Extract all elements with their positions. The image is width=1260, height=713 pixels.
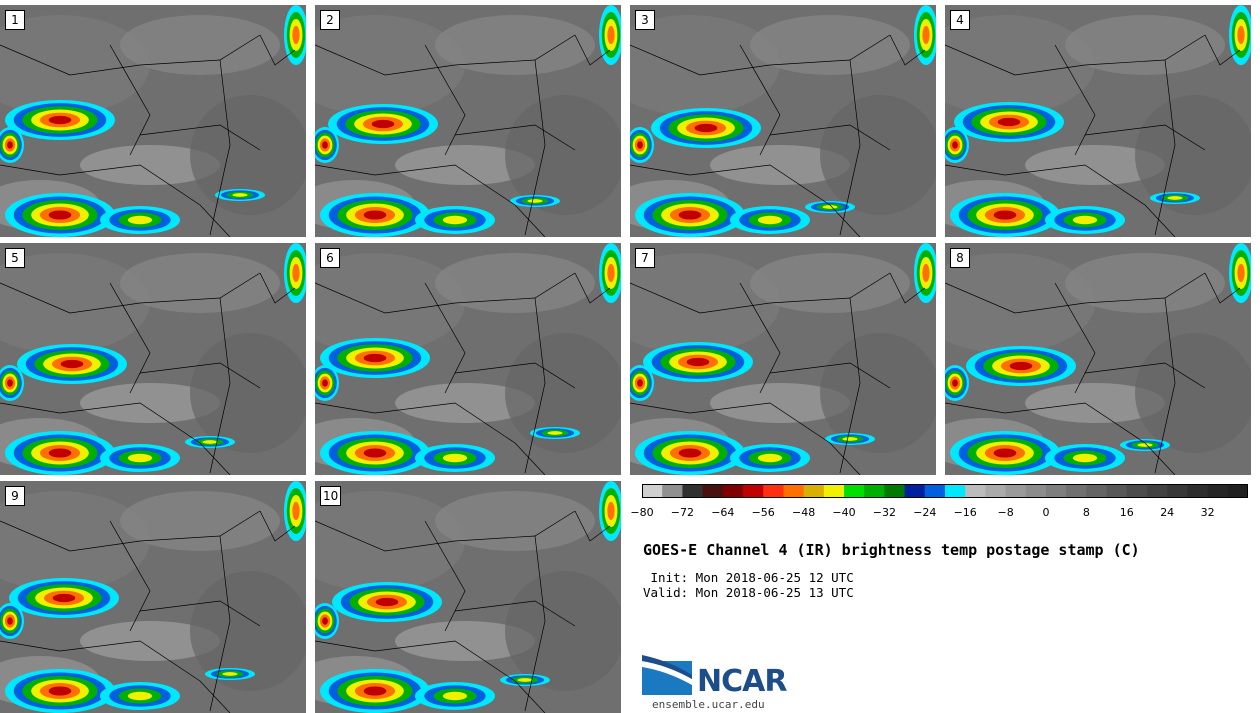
- colorbar-segment: [642, 484, 663, 498]
- satellite-map: [945, 5, 1251, 237]
- panel-number-label: 5: [5, 248, 25, 268]
- satellite-map: [315, 243, 621, 475]
- colorbar-tick-label: 16: [1119, 506, 1134, 519]
- valid-time: Valid: Mon 2018-06-25 13 UTC: [643, 585, 854, 600]
- colorbar-segment: [844, 484, 865, 498]
- colorbar-segment: [662, 484, 683, 498]
- satellite-map: [0, 481, 306, 713]
- colorbar-segment: [1227, 484, 1248, 498]
- page-title: GOES-E Channel 4 (IR) brightness temp po…: [643, 541, 1140, 559]
- colorbar-segment: [1167, 484, 1188, 498]
- satellite-map: [315, 481, 621, 713]
- colorbar-segment: [823, 484, 845, 498]
- panel-number-label: 2: [320, 10, 340, 30]
- panel-number-label: 7: [635, 248, 655, 268]
- postage-stamp-panel: 8: [945, 243, 1251, 475]
- postage-stamp-panel: 5: [0, 243, 306, 475]
- colorbar-tick-label: −48: [791, 506, 816, 519]
- panel-number-label: 3: [635, 10, 655, 30]
- postage-stamp-panel: 9: [0, 481, 306, 713]
- colorbar-segment: [1066, 484, 1087, 498]
- colorbar-tick-label: 0: [1042, 506, 1050, 519]
- panel-number-label: 4: [950, 10, 970, 30]
- colorbar-tick-label: −24: [913, 506, 937, 519]
- colorbar-segment: [864, 484, 885, 498]
- postage-stamp-panel: 4: [945, 5, 1251, 237]
- colorbar-tick-label: −64: [711, 506, 735, 519]
- colorbar-segment: [965, 484, 986, 498]
- colorbar-segment: [702, 484, 724, 498]
- colorbar-segment: [1187, 484, 1209, 498]
- colorbar-tick-label: 32: [1200, 506, 1215, 519]
- colorbar-segment: [1106, 484, 1128, 498]
- satellite-map: [0, 243, 306, 475]
- colorbar-segment: [985, 484, 1007, 498]
- colorbar-segment: [682, 484, 704, 498]
- panel-number-label: 1: [5, 10, 25, 30]
- colorbar-segment: [1046, 484, 1067, 498]
- colorbar-segment: [1086, 484, 1108, 498]
- panel-number-label: 10: [320, 486, 342, 506]
- postage-stamp-panel: 3: [630, 5, 936, 237]
- temperature-colorbar: [642, 484, 1248, 498]
- postage-stamp-panel: 2: [315, 5, 621, 237]
- panel-number-label: 9: [5, 486, 25, 506]
- colorbar-segment: [743, 484, 764, 498]
- postage-stamp-panel: 10: [315, 481, 621, 713]
- ncar-logo-icon: [642, 655, 692, 695]
- colorbar-tick-label: −56: [751, 506, 775, 519]
- colorbar-tick-label: −72: [670, 506, 694, 519]
- colorbar-segment: [722, 484, 744, 498]
- panel-number-label: 6: [320, 248, 340, 268]
- satellite-map: [630, 5, 936, 237]
- panel-number-label: 8: [950, 248, 970, 268]
- init-time: Init: Mon 2018-06-25 12 UTC: [643, 570, 854, 585]
- colorbar-tick-label: −40: [832, 506, 856, 519]
- colorbar-segment: [904, 484, 926, 498]
- colorbar-tick-label: −32: [872, 506, 896, 519]
- postage-stamp-panel: 7: [630, 243, 936, 475]
- colorbar-graphic: [642, 484, 1248, 498]
- site-url: ensemble.ucar.edu: [652, 698, 765, 711]
- colorbar-segment: [1005, 484, 1027, 498]
- ncar-logo-text: NCAR: [697, 664, 787, 699]
- satellite-map: [630, 243, 936, 475]
- colorbar-segment: [924, 484, 946, 498]
- colorbar-segment: [803, 484, 825, 498]
- colorbar-segment: [1025, 484, 1047, 498]
- colorbar-segment: [783, 484, 805, 498]
- postage-stamp-panel: 6: [315, 243, 621, 475]
- colorbar-segment: [1126, 484, 1148, 498]
- satellite-map: [0, 5, 306, 237]
- satellite-map: [315, 5, 621, 237]
- colorbar-tick-label: −8: [997, 506, 1014, 519]
- colorbar-tick-label: 8: [1082, 506, 1090, 519]
- colorbar-tick-label: −80: [630, 506, 654, 519]
- postage-stamp-panel: 1: [0, 5, 306, 237]
- colorbar-segment: [763, 484, 784, 498]
- colorbar-segment: [1207, 484, 1229, 498]
- colorbar-tick-label: 24: [1160, 506, 1175, 519]
- colorbar-segment: [1147, 484, 1168, 498]
- colorbar-tick-label: −16: [953, 506, 977, 519]
- colorbar-segment: [884, 484, 906, 498]
- satellite-map: [945, 243, 1251, 475]
- colorbar-segment: [945, 484, 966, 498]
